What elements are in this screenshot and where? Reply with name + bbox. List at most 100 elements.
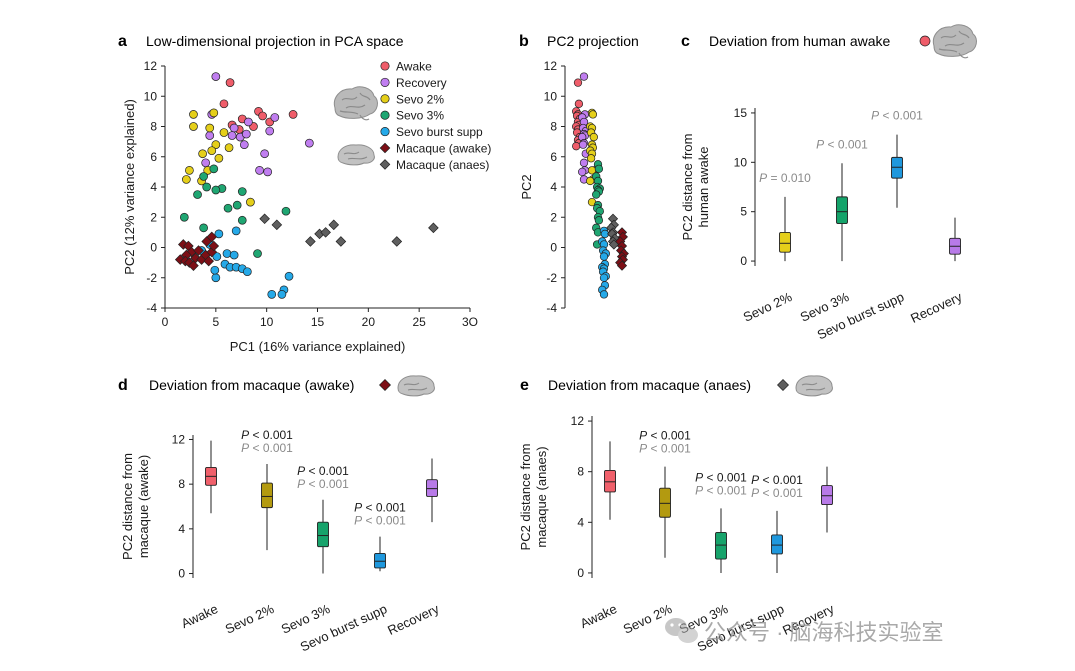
e-plot-p-value: P < 0.001 [695, 483, 747, 497]
panel-b-points [572, 72, 629, 299]
c-plot-y-axis-label: PC2 distance from [680, 134, 695, 241]
a-y-tick-label: 8 [150, 120, 157, 134]
e-title-marker-diamond [777, 379, 789, 391]
a-y-tick-label: -2 [146, 271, 157, 285]
c-plot-p-value: P < 0.001 [816, 137, 868, 151]
wechat-icon [665, 618, 698, 643]
a-point-sevo3 [199, 172, 208, 181]
a-y-axis-label: PC2 (12% variance explained) [122, 99, 137, 275]
a-point-awake [219, 99, 229, 109]
a-x-tick-label: 3O [462, 315, 478, 329]
a-legend-marker [380, 94, 390, 104]
a-point-mac_anaes [328, 219, 340, 231]
a-legend-marker [379, 159, 391, 170]
panel-a-pca-scatter: a Low-dimensional projection in PCA spac… [118, 33, 491, 354]
c-plot-y-tick-label: 10 [734, 155, 748, 169]
a-point-sevo2 [224, 143, 234, 153]
e-plot-p-text: < 0.001 [759, 486, 803, 500]
a-x-tick-label: 25 [412, 315, 426, 329]
d-plot-y-axis-label: PC2 distance from [120, 453, 135, 560]
a-point-recovery [211, 72, 221, 81]
e-plot-p-symbol: P [751, 486, 759, 500]
a-point-recovery [227, 131, 237, 140]
b-y-tick-label: -2 [546, 271, 557, 285]
a-point-mac_anaes [305, 236, 316, 247]
a-point-sevo2 [185, 166, 194, 175]
a-legend-marker [380, 127, 390, 137]
a-point-recovery [205, 131, 215, 140]
d-title-marker-diamond [379, 379, 391, 391]
panel-c-title: Deviation from human awake [709, 33, 891, 49]
a-legend-label: Macaque (anaes) [396, 158, 489, 172]
c-plot-p-text: < 0.001 [824, 137, 868, 151]
a-point-sevo2 [214, 153, 224, 163]
b-point-recovery [579, 158, 589, 167]
a-y-tick-label: 12 [144, 59, 158, 73]
panel-e-title-marker [777, 379, 789, 391]
a-point-sevo3 [281, 206, 291, 216]
d-plot-p-symbol: P [297, 477, 305, 491]
a-legend-label: Sevo 3% [396, 109, 444, 123]
a-point-recovery [265, 126, 275, 136]
d-plot-p-value: P < 0.001 [354, 501, 406, 515]
a-point-sevo3 [223, 203, 233, 213]
panel-a-letter: a [118, 33, 127, 50]
panel-b-axes: -4 -2 0 2 4 6 8 10 12 PC2 [519, 59, 566, 315]
a-point-sevo3 [199, 223, 208, 233]
e-plot-box [821, 485, 833, 506]
a-point-burst [212, 252, 222, 261]
a-point-sevo3 [232, 200, 242, 210]
a-x-tick-label: 20 [362, 315, 376, 329]
a-point-burst [277, 290, 287, 299]
d-plot-box [261, 482, 273, 509]
macaque-brain-icon [795, 375, 833, 397]
a-point-recovery [244, 117, 253, 127]
b-point-recovery [578, 140, 588, 149]
a-point-sevo3 [202, 182, 212, 192]
d-plot-p-symbol: P [241, 441, 249, 455]
a-point-sevo3 [237, 215, 247, 225]
e-plot-p-value: P < 0.001 [639, 442, 691, 456]
b-point-burst [599, 290, 609, 299]
d-plot-p-text: < 0.001 [362, 514, 406, 528]
c-plot-p-value: P = 0.010 [759, 171, 811, 185]
a-point-sevo2 [246, 197, 255, 207]
e-plot-y-axis-label: macaque (anaes) [534, 446, 549, 547]
a-y-tick-label: 4 [150, 180, 157, 194]
c-plot-category-label: Recovery [908, 289, 965, 326]
b-point-sevo3 [592, 190, 601, 199]
e-plot-box [771, 534, 783, 555]
e-plot-p-symbol: P [751, 473, 759, 487]
e-plot-y-tick-label: 8 [577, 465, 584, 479]
a-x-tick-label: 0 [162, 315, 169, 329]
a-y-tick-label: 2 [150, 210, 157, 224]
e-plot-y-tick-label: 0 [577, 566, 584, 580]
e-plot-y-tick-label: 12 [571, 414, 585, 428]
a-x-tick-label: 15 [311, 315, 325, 329]
b-point-mac_awake [616, 260, 628, 271]
b-y-tick-label: 6 [550, 150, 557, 164]
d-plot-y-tick-label: 4 [178, 522, 185, 536]
b-point-burst [599, 252, 609, 261]
c-plot-y-axis-label: human awake [696, 147, 711, 228]
d-plot-p-symbol: P [241, 428, 249, 442]
a-point-sevo2 [207, 146, 217, 156]
panel-d-boxplot: 0 4 8 12 PC2 distance from macaque (awake) Awa… [120, 428, 442, 654]
e-plot-p-symbol: P [639, 442, 647, 456]
a-y-tick-label: 10 [144, 89, 158, 103]
panel-a-title: Low-dimensional projection in PCA space [146, 33, 404, 49]
d-plot-p-symbol: P [297, 464, 305, 478]
a-point-burst [229, 250, 239, 260]
a-legend-marker [380, 61, 390, 71]
a-point-recovery [239, 140, 249, 149]
a-point-recovery [241, 129, 251, 139]
d-plot-p-value: P < 0.001 [297, 464, 349, 478]
b-point-awake [574, 99, 584, 108]
a-point-burst [284, 271, 294, 281]
a-point-recovery [263, 167, 273, 177]
a-point-burst [214, 229, 224, 239]
panel-a-legend: Awake Recovery Sevo 2% Sevo 3% Sevo burst su… [379, 60, 491, 172]
d-plot-p-text: < 0.001 [305, 477, 349, 491]
d-plot-p-text: < 0.001 [305, 464, 349, 478]
a-point-mac_awake [188, 260, 199, 271]
